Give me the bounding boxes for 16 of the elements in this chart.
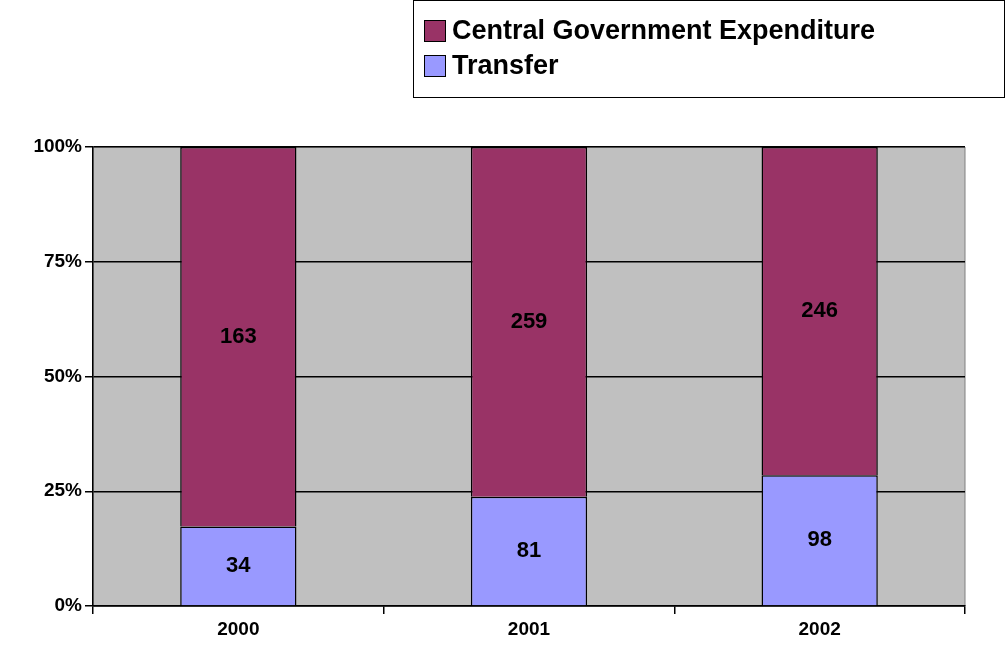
y-tick-label: 50% [43, 364, 83, 386]
annotation: 246 [801, 297, 839, 323]
y-tick-label: 100% [33, 135, 83, 157]
y-tick-label: 25% [43, 479, 83, 501]
legend-label: Central Government Expenditure [452, 15, 876, 46]
annotation: 34 [226, 551, 252, 577]
annotation: 259 [510, 307, 548, 333]
y-tick-label: 75% [43, 249, 83, 271]
y-tick-label: 0% [54, 594, 83, 616]
x-tick-label: 2002 [798, 617, 841, 639]
legend-label: Transfer [452, 50, 559, 81]
annotation: 98 [807, 526, 832, 552]
annotation: 81 [516, 537, 542, 563]
annotation: 163 [219, 322, 257, 348]
x-tick-label: 2001 [507, 617, 551, 639]
x-tick-label: 2000 [217, 617, 260, 639]
